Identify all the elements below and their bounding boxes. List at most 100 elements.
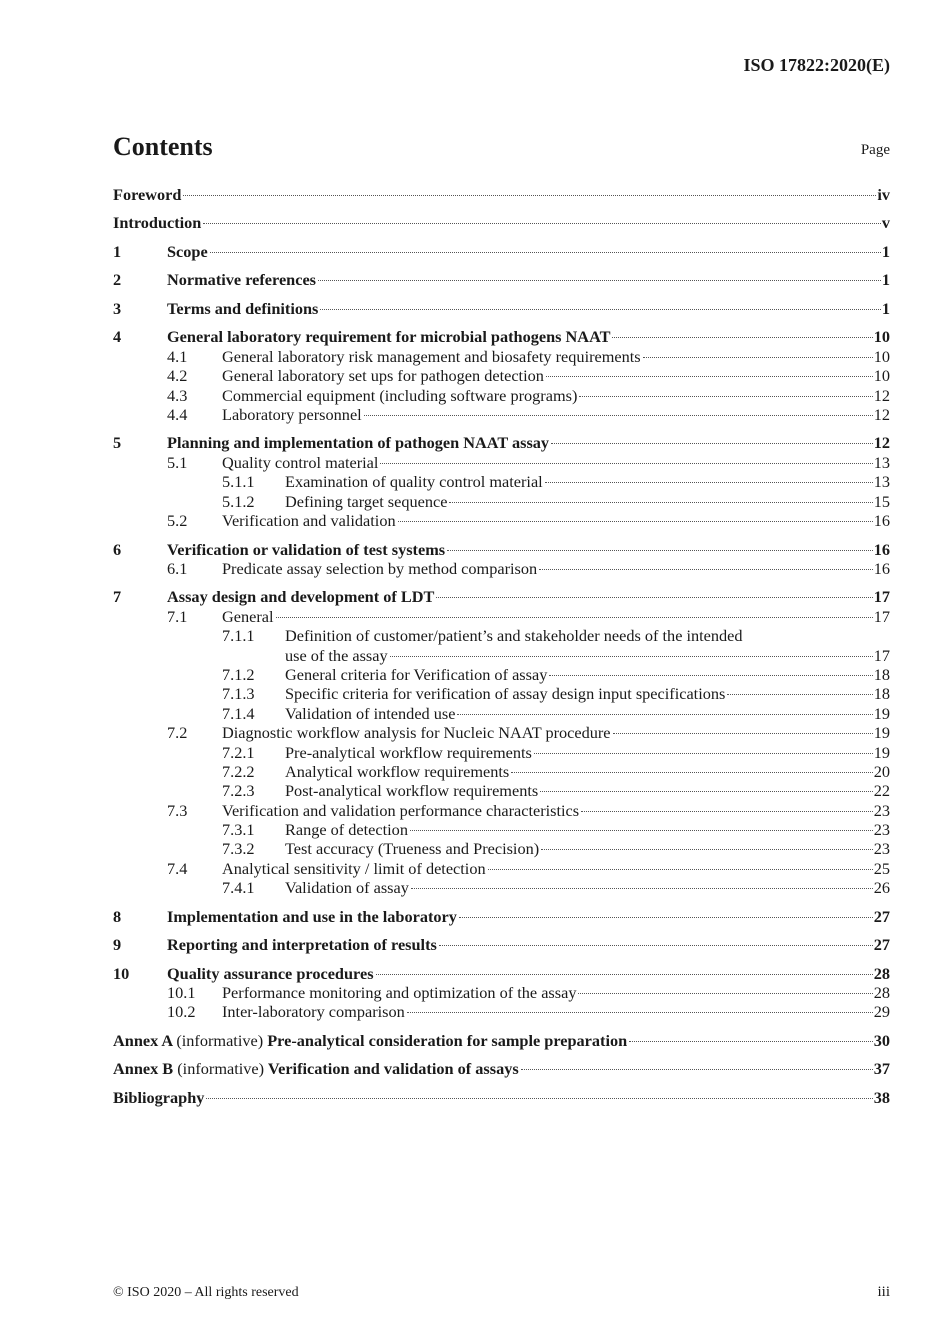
section-title: Specific criteria for verification of as… <box>285 684 726 704</box>
dot-leader <box>389 655 873 657</box>
toc-entry[interactable]: 9 Reporting and interpretation of results… <box>113 935 890 954</box>
section-number: 10 <box>113 963 130 983</box>
section-title: Laboratory personnel <box>222 404 362 424</box>
section-title: Reporting and interpretation of results <box>167 935 437 955</box>
dot-leader <box>406 1012 873 1014</box>
section-title: Annex B (informative) Verification and v… <box>113 1059 519 1078</box>
toc-entry[interactable]: 5.1 Quality control material 13 <box>113 453 890 472</box>
section-number: 5 <box>113 433 122 453</box>
section-title: Examination of quality control material <box>285 472 543 492</box>
dot-leader <box>612 733 873 735</box>
dot-leader <box>727 694 873 696</box>
dot-leader <box>409 830 873 832</box>
toc-entry[interactable]: 1 Scope 1 <box>113 242 890 261</box>
toc-entry[interactable]: 5.1.2 Defining target sequence 15 <box>113 492 890 511</box>
toc-entry[interactable]: 7.3.1 Range of detection 23 <box>113 820 890 839</box>
dot-leader <box>203 223 881 225</box>
toc-entry[interactable]: 4.4 Laboratory personnel 12 <box>113 405 890 424</box>
toc-entry[interactable]: 7.2.1 Pre-analytical workflow requirement… <box>113 743 890 762</box>
section-number: 5.1.1 <box>222 472 255 492</box>
toc-entry[interactable]: 5 Planning and implementation of pathogen… <box>113 433 890 452</box>
dot-leader <box>629 1040 873 1042</box>
section-number: 7.2 <box>167 723 188 743</box>
dot-leader <box>458 916 873 918</box>
toc-entry[interactable]: 7.1.2 General criteria for Verification o… <box>113 665 890 684</box>
section-title: Normative references <box>167 270 317 290</box>
toc-entry-continuation[interactable]: use of the assay 17 <box>113 646 890 665</box>
section-number: 7.1.3 <box>222 684 255 704</box>
dot-leader <box>549 674 873 676</box>
section-title: Defining target sequence <box>285 491 448 511</box>
page-ref: 1 <box>881 270 890 290</box>
section-title: General criteria for Verification of ass… <box>285 664 548 684</box>
page-ref: 10 <box>873 327 890 347</box>
page-ref: 16 <box>873 511 890 531</box>
toc-entry[interactable]: 7.2.2 Analytical workflow requirements 20 <box>113 762 890 781</box>
toc-entry[interactable]: 7.1.4 Validation of intended use 19 <box>113 704 890 723</box>
page-ref: 29 <box>873 1002 890 1022</box>
toc-entry[interactable]: 10.1 Performance monitoring and optimizat… <box>113 983 890 1002</box>
section-title: Diagnostic workflow analysis for Nucleic… <box>222 723 611 743</box>
page-ref: 1 <box>881 298 890 318</box>
section-title: Test accuracy (Trueness and Precision) <box>285 839 540 859</box>
toc-entry[interactable]: 4.3 Commercial equipment (including softw… <box>113 386 890 405</box>
toc-entry[interactable]: 7.1 General 17 <box>113 607 890 626</box>
toc-entry[interactable]: 5.2 Verification and validation 16 <box>113 511 890 530</box>
section-number: 2 <box>113 270 122 290</box>
toc-entry[interactable]: 5.1.1 Examination of quality control mate… <box>113 472 890 491</box>
annex-label: Annex A <box>113 1030 173 1050</box>
section-number: 10.2 <box>167 1002 196 1022</box>
toc-entry[interactable]: 7.2.3 Post-analytical workflow requiremen… <box>113 781 890 800</box>
section-title: Inter-laboratory comparison <box>222 1002 405 1022</box>
toc-entry[interactable]: 7.2 Diagnostic workflow analysis for Nucl… <box>113 723 890 742</box>
toc-entry[interactable]: 4.2 General laboratory set ups for pathog… <box>113 366 890 385</box>
toc-entry[interactable]: Foreword iv <box>113 185 890 204</box>
page-ref: 22 <box>873 781 890 801</box>
section-title: Implementation and use in the laboratory <box>167 906 457 926</box>
toc-entry[interactable]: 8 Implementation and use in the laborator… <box>113 907 890 926</box>
toc-entry[interactable]: Bibliography 38 <box>113 1088 890 1107</box>
dot-leader <box>457 713 873 715</box>
toc-entry[interactable]: 6 Verification or validation of test syst… <box>113 540 890 559</box>
section-number: 7.1.2 <box>222 664 255 684</box>
dot-leader <box>183 195 877 196</box>
toc-entry[interactable]: 3 Terms and definitions 1 <box>113 299 890 318</box>
annex-title: Verification and validation of assays <box>267 1059 519 1079</box>
toc-entry[interactable]: 10 Quality assurance procedures 28 <box>113 964 890 983</box>
dot-leader <box>520 1069 873 1071</box>
toc-entry[interactable]: 10.2 Inter-laboratory comparison 29 <box>113 1002 890 1021</box>
dot-leader <box>436 597 873 599</box>
toc-entry[interactable]: 2 Normative references 1 <box>113 270 890 289</box>
toc-entry[interactable]: 7.3.2 Test accuracy (Trueness and Precisi… <box>113 839 890 858</box>
dot-leader <box>544 482 873 484</box>
section-number: 7.4 <box>167 858 188 878</box>
toc-entry[interactable]: 4.1 General laboratory risk management an… <box>113 347 890 366</box>
section-number: 7 <box>113 587 122 607</box>
page-ref: 30 <box>873 1030 890 1050</box>
toc-entry[interactable]: Introduction v <box>113 213 890 232</box>
toc-entry[interactable]: 6.1 Predicate assay selection by method c… <box>113 559 890 578</box>
dot-leader <box>578 993 873 995</box>
section-number: 4.3 <box>167 385 188 405</box>
page-ref: 12 <box>873 385 890 405</box>
page-ref: 17 <box>873 587 890 607</box>
section-number: 7.2.2 <box>222 761 255 781</box>
dot-leader <box>579 395 873 397</box>
dot-leader <box>206 1097 873 1099</box>
section-number: 8 <box>113 906 122 926</box>
toc-entry[interactable]: 4 General laboratory requirement for micr… <box>113 327 890 346</box>
dot-leader <box>541 849 873 851</box>
section-title: Post-analytical workflow requirements <box>285 781 539 801</box>
section-title: Annex A (informative) Pre-analytical con… <box>113 1031 627 1050</box>
toc-entry[interactable]: Annex B (informative) Verification and v… <box>113 1059 890 1078</box>
toc-entry[interactable]: 7 Assay design and development of LDT 17 <box>113 587 890 606</box>
toc-entry[interactable]: 7.1.1 Definition of customer/patient’s an… <box>113 626 890 645</box>
toc-entry[interactable]: 7.4.1 Validation of assay 26 <box>113 878 890 897</box>
annex-type: (informative) <box>177 1059 265 1079</box>
toc-entry[interactable]: 7.4 Analytical sensitivity / limit of det… <box>113 859 890 878</box>
toc-entry[interactable]: Annex A (informative) Pre-analytical con… <box>113 1031 890 1050</box>
toc-entry[interactable]: 7.1.3 Specific criteria for verification … <box>113 684 890 703</box>
toc-entry[interactable]: 7.3 Verification and validation performan… <box>113 801 890 820</box>
page-ref: 10 <box>873 346 890 366</box>
dot-leader <box>540 791 873 793</box>
